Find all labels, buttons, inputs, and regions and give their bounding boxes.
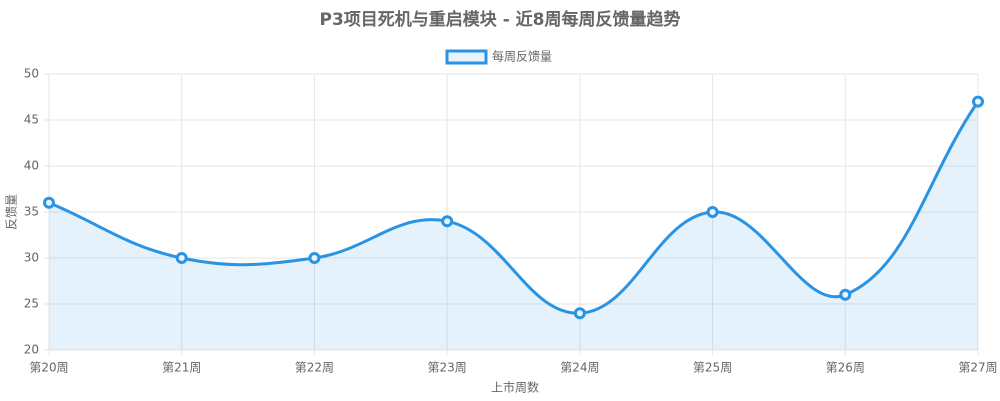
- x-tick-label: 第27周: [958, 361, 997, 375]
- point: [43, 196, 55, 209]
- x-axis-label: 上市周数: [491, 380, 539, 395]
- y-axis-label: 反馈量: [5, 194, 19, 230]
- y-tick-label: 35: [24, 205, 39, 219]
- y-tick-label: 45: [24, 113, 39, 127]
- x-tick-label: 第23周: [428, 361, 467, 375]
- x-tick-label: 第26周: [826, 361, 865, 375]
- point: [441, 215, 454, 228]
- point: [972, 95, 984, 108]
- point: [573, 307, 586, 320]
- x-tick-label: 第20周: [29, 361, 68, 375]
- legend-label: 每周反馈量: [492, 49, 552, 64]
- point: [706, 206, 719, 218]
- x-tick-label: 第21周: [162, 361, 201, 375]
- chart-title: P3项目死机与重启模块 - 近8周每周反馈量趋势: [319, 9, 680, 30]
- point: [308, 252, 321, 264]
- y-tick-label: 25: [24, 297, 39, 311]
- y-tick-label: 20: [24, 343, 39, 357]
- legend-swatch: [445, 49, 488, 65]
- point: [175, 252, 188, 264]
- area: [49, 101, 978, 350]
- x-tick-label: 第22周: [295, 361, 334, 375]
- y-tick-label: 30: [24, 251, 39, 265]
- x-tick-label: 第24周: [560, 361, 599, 375]
- y-tick-label: 40: [24, 159, 39, 173]
- y-tick-label: 50: [24, 67, 39, 81]
- x-tick-label: 第25周: [693, 361, 732, 375]
- point: [839, 288, 852, 301]
